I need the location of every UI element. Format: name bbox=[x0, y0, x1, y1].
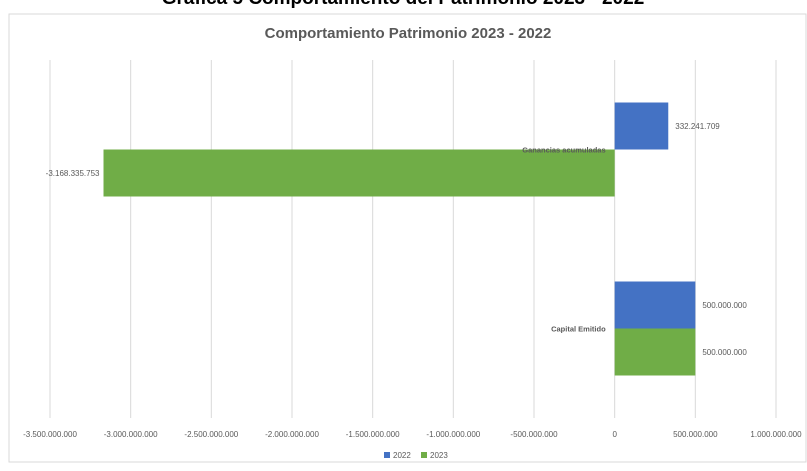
legend-label: 2023 bbox=[430, 451, 448, 460]
x-tick-label: -2.500.000.000 bbox=[184, 430, 238, 439]
data-label: -3.168.335.753 bbox=[46, 169, 100, 178]
data-label: 332.241.709 bbox=[675, 122, 720, 131]
page-heading: Gráfica 5 Comportamiento del Patrimonio … bbox=[162, 0, 645, 9]
bars bbox=[103, 102, 696, 376]
x-tick-label: -500.000.000 bbox=[510, 430, 558, 439]
bar-2022-0 bbox=[614, 102, 669, 150]
x-axis-ticks: -3.500.000.000 -3.000.000.000 -2.500.000.0… bbox=[23, 430, 802, 439]
bar-2023-0 bbox=[103, 149, 615, 197]
x-tick-label: -3.000.000.000 bbox=[104, 430, 158, 439]
x-tick-label: 500.000.000 bbox=[673, 430, 718, 439]
category-label: Ganancias acumuladas bbox=[522, 146, 605, 155]
bar-2023-1 bbox=[614, 328, 696, 376]
legend-swatch-2022 bbox=[384, 452, 390, 458]
data-labels: 332.241.709 -3.168.335.753 500.000.000 500.… bbox=[46, 122, 748, 357]
x-tick-label: -1.000.000.000 bbox=[426, 430, 480, 439]
category-labels: Ganancias acumuladas Capital Emitido bbox=[522, 146, 606, 334]
data-label: 500.000.000 bbox=[702, 301, 747, 310]
chart-title: Comportamiento Patrimonio 2023 - 2022 bbox=[265, 25, 552, 42]
data-label: 500.000.000 bbox=[702, 348, 747, 357]
x-tick-label: -1.500.000.000 bbox=[346, 430, 400, 439]
x-tick-label: 1.000.000.000 bbox=[750, 430, 802, 439]
legend-label: 2022 bbox=[393, 451, 411, 460]
gridlines bbox=[49, 60, 777, 418]
category-label: Capital Emitido bbox=[551, 325, 606, 334]
legend: 2022 2023 bbox=[384, 451, 448, 460]
x-tick-label: 0 bbox=[612, 430, 617, 439]
bar-2022-1 bbox=[614, 281, 696, 329]
legend-swatch-2023 bbox=[421, 452, 427, 458]
chart-frame bbox=[8, 13, 807, 463]
x-tick-label: -3.500.000.000 bbox=[23, 430, 77, 439]
x-tick-label: -2.000.000.000 bbox=[265, 430, 319, 439]
